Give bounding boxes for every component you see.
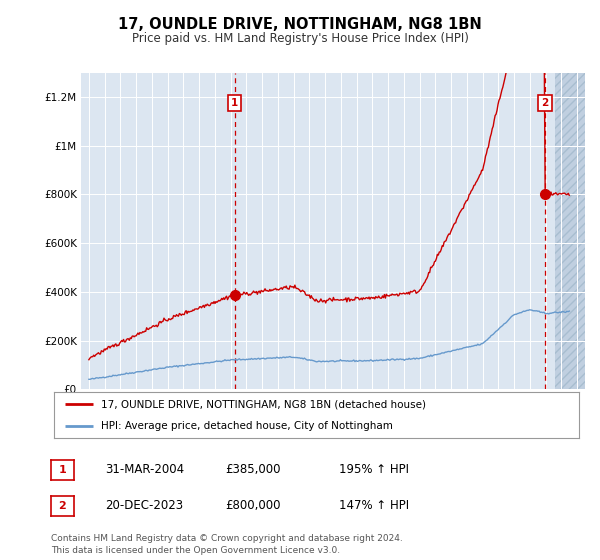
Text: 147% ↑ HPI: 147% ↑ HPI bbox=[339, 498, 409, 512]
Text: 1: 1 bbox=[59, 465, 66, 475]
Text: 2: 2 bbox=[541, 98, 548, 108]
Text: 1: 1 bbox=[231, 98, 238, 108]
Text: £800,000: £800,000 bbox=[225, 498, 281, 512]
Bar bbox=[555, 73, 593, 389]
Text: £385,000: £385,000 bbox=[225, 463, 281, 476]
Text: HPI: Average price, detached house, City of Nottingham: HPI: Average price, detached house, City… bbox=[101, 421, 393, 431]
Text: Contains HM Land Registry data © Crown copyright and database right 2024.
This d: Contains HM Land Registry data © Crown c… bbox=[51, 534, 403, 555]
Text: 20-DEC-2023: 20-DEC-2023 bbox=[105, 498, 183, 512]
Text: 17, OUNDLE DRIVE, NOTTINGHAM, NG8 1BN (detached house): 17, OUNDLE DRIVE, NOTTINGHAM, NG8 1BN (d… bbox=[101, 399, 426, 409]
Text: 2: 2 bbox=[59, 501, 66, 511]
Text: 195% ↑ HPI: 195% ↑ HPI bbox=[339, 463, 409, 476]
Text: Price paid vs. HM Land Registry's House Price Index (HPI): Price paid vs. HM Land Registry's House … bbox=[131, 31, 469, 45]
Text: 17, OUNDLE DRIVE, NOTTINGHAM, NG8 1BN: 17, OUNDLE DRIVE, NOTTINGHAM, NG8 1BN bbox=[118, 17, 482, 31]
Bar bbox=[555, 73, 593, 389]
Text: 31-MAR-2004: 31-MAR-2004 bbox=[105, 463, 184, 476]
